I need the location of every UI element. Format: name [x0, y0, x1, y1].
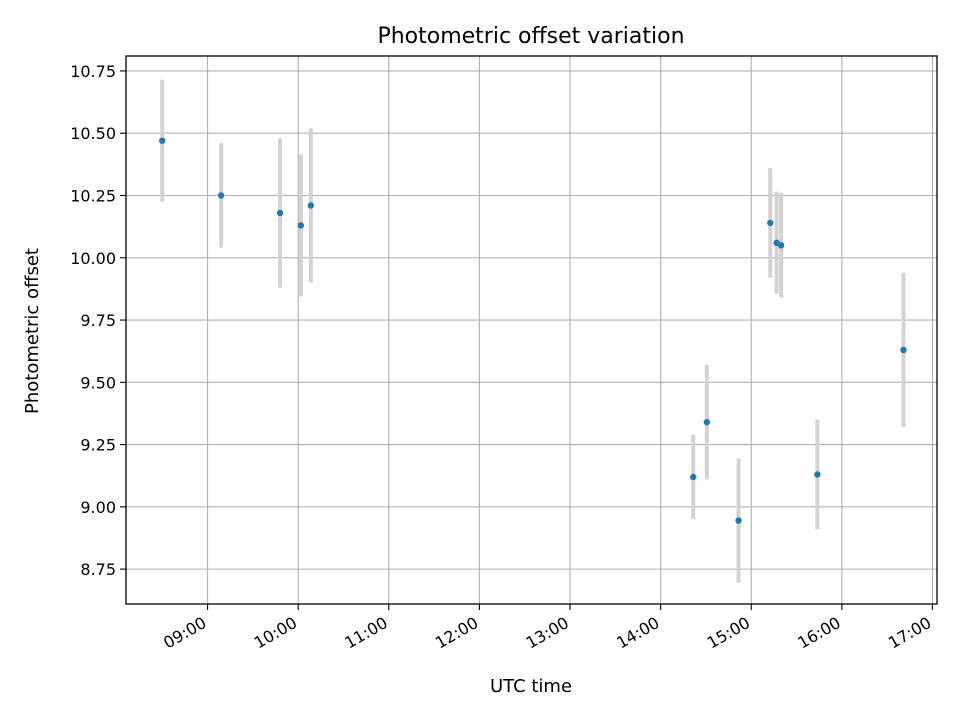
y-tick-label: 9.50 [80, 373, 116, 392]
data-point [777, 242, 785, 249]
data-point [690, 473, 697, 481]
y-tick-label: 10.00 [70, 249, 116, 268]
plot-frame [125, 55, 938, 605]
data-point [297, 222, 305, 229]
grid [126, 56, 937, 604]
data-point [767, 219, 774, 227]
data-point [276, 209, 284, 217]
data-point [814, 471, 821, 478]
data-point [159, 137, 166, 144]
y-tick-label: 10.50 [70, 124, 116, 143]
y-tick-label: 10.75 [70, 62, 116, 81]
y-tick-label: 8.75 [80, 560, 116, 579]
y-tick-label: 9.25 [80, 436, 116, 455]
data-points [159, 137, 907, 524]
ticks [120, 70, 934, 610]
data-point [735, 517, 742, 524]
y-tick-label: 9.75 [80, 311, 116, 330]
data-point [307, 202, 315, 209]
data-point [703, 418, 711, 426]
data-point [217, 192, 225, 199]
chart-title: Photometric offset variation [377, 24, 684, 49]
x-axis-label: UTC time [490, 676, 572, 697]
y-tick-label: 10.25 [70, 186, 116, 205]
y-axis-label: Photometric offset [22, 248, 43, 414]
y-tick-label: 9.00 [80, 498, 116, 517]
data-point [900, 346, 907, 354]
